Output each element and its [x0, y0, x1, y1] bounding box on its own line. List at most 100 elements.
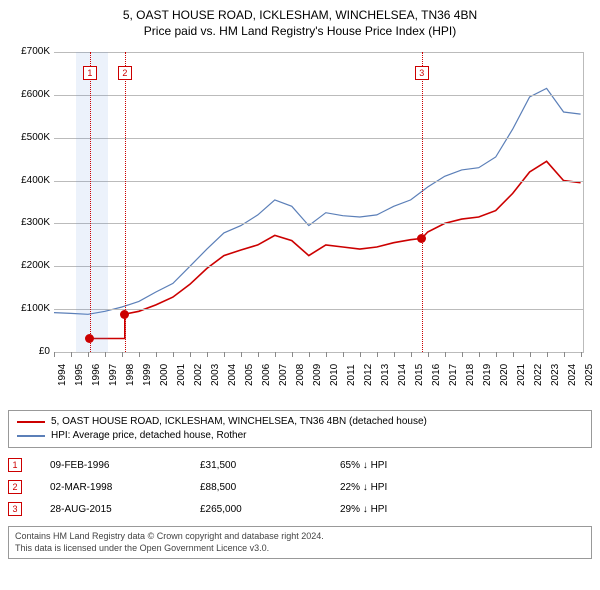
sale-marker-vline [125, 52, 126, 352]
sales-row-price: £88,500 [200, 482, 340, 493]
x-tick-mark [428, 352, 429, 357]
sale-marker-box: 2 [118, 66, 132, 80]
legend-label: 5, OAST HOUSE ROAD, ICKLESHAM, WINCHELSE… [51, 415, 427, 429]
x-tick-label: 2014 [397, 364, 408, 386]
x-tick-label: 1998 [125, 364, 136, 386]
y-gridline [54, 266, 584, 267]
legend-item: HPI: Average price, detached house, Roth… [17, 429, 583, 443]
attribution-line1: Contains HM Land Registry data © Crown c… [15, 531, 585, 543]
x-tick-mark [377, 352, 378, 357]
x-tick-label: 2024 [567, 364, 578, 386]
x-tick-mark [139, 352, 140, 357]
x-tick-label: 2021 [516, 364, 527, 386]
sales-row-marker: 1 [8, 458, 22, 472]
x-tick-mark [275, 352, 276, 357]
legend: 5, OAST HOUSE ROAD, ICKLESHAM, WINCHELSE… [8, 410, 592, 448]
legend-item: 5, OAST HOUSE ROAD, ICKLESHAM, WINCHELSE… [17, 415, 583, 429]
x-tick-mark [360, 352, 361, 357]
x-tick-mark [581, 352, 582, 357]
y-tick-label: £700K [8, 46, 50, 57]
x-tick-mark [258, 352, 259, 357]
y-gridline [54, 138, 584, 139]
x-tick-mark [326, 352, 327, 357]
x-tick-mark [105, 352, 106, 357]
x-tick-label: 1997 [108, 364, 119, 386]
y-tick-label: £600K [8, 89, 50, 100]
x-tick-mark [411, 352, 412, 357]
x-tick-label: 2019 [482, 364, 493, 386]
x-tick-label: 2002 [193, 364, 204, 386]
attribution: Contains HM Land Registry data © Crown c… [8, 526, 592, 559]
sales-row-date: 02-MAR-1998 [50, 482, 200, 493]
sales-row-price: £265,000 [200, 504, 340, 515]
sales-row-diff: 22% ↓ HPI [340, 482, 387, 493]
series-hpi [54, 88, 581, 314]
sale-marker-box: 1 [83, 66, 97, 80]
x-tick-label: 2006 [261, 364, 272, 386]
x-tick-mark [564, 352, 565, 357]
sales-row-diff: 29% ↓ HPI [340, 504, 387, 515]
y-gridline [54, 223, 584, 224]
x-tick-mark [496, 352, 497, 357]
sales-row-marker: 2 [8, 480, 22, 494]
legend-swatch [17, 421, 45, 423]
x-tick-label: 2016 [431, 364, 442, 386]
sales-row-date: 09-FEB-1996 [50, 460, 200, 471]
y-tick-label: £500K [8, 132, 50, 143]
x-tick-mark [241, 352, 242, 357]
sales-row-diff: 65% ↓ HPI [340, 460, 387, 471]
x-tick-mark [88, 352, 89, 357]
y-gridline [54, 181, 584, 182]
y-tick-label: £400K [8, 175, 50, 186]
sales-table: 1 09-FEB-1996£31,50065% ↓ HPI 2 02-MAR-1998… [8, 454, 592, 520]
attribution-line2: This data is licensed under the Open Gov… [15, 543, 585, 555]
chart-area: £0£100K£200K£300K£400K£500K£600K£700K199… [8, 46, 592, 406]
x-tick-label: 2008 [295, 364, 306, 386]
series-property [90, 161, 581, 338]
x-tick-mark [173, 352, 174, 357]
x-tick-mark [343, 352, 344, 357]
x-tick-mark [445, 352, 446, 357]
chart-title-line1: 5, OAST HOUSE ROAD, ICKLESHAM, WINCHELSE… [8, 8, 592, 22]
sale-marker-box: 3 [415, 66, 429, 80]
x-tick-label: 2013 [380, 364, 391, 386]
y-tick-label: £200K [8, 260, 50, 271]
x-tick-mark [479, 352, 480, 357]
y-tick-label: £0 [8, 346, 50, 357]
x-tick-label: 2003 [210, 364, 221, 386]
y-gridline [54, 309, 584, 310]
sales-row-date: 28-AUG-2015 [50, 504, 200, 515]
x-tick-mark [190, 352, 191, 357]
x-tick-label: 2020 [499, 364, 510, 386]
sales-row: 1 09-FEB-1996£31,50065% ↓ HPI [8, 454, 592, 476]
x-tick-mark [309, 352, 310, 357]
sales-row: 3 28-AUG-2015£265,00029% ↓ HPI [8, 498, 592, 520]
x-tick-label: 2015 [414, 364, 425, 386]
sales-row-price: £31,500 [200, 460, 340, 471]
x-tick-mark [54, 352, 55, 357]
sale-marker-vline [90, 52, 91, 352]
x-tick-mark [513, 352, 514, 357]
y-gridline [54, 95, 584, 96]
x-tick-mark [547, 352, 548, 357]
legend-swatch [17, 435, 45, 437]
x-tick-mark [156, 352, 157, 357]
x-tick-mark [207, 352, 208, 357]
x-tick-label: 2005 [244, 364, 255, 386]
x-tick-mark [530, 352, 531, 357]
sales-row: 2 02-MAR-1998£88,50022% ↓ HPI [8, 476, 592, 498]
x-tick-label: 2004 [227, 364, 238, 386]
y-tick-label: £300K [8, 217, 50, 228]
x-tick-label: 2023 [550, 364, 561, 386]
chart-title-line2: Price paid vs. HM Land Registry's House … [8, 24, 592, 38]
x-tick-label: 2009 [312, 364, 323, 386]
x-tick-label: 2001 [176, 364, 187, 386]
x-tick-label: 1995 [74, 364, 85, 386]
sale-marker-dot [120, 310, 129, 319]
y-gridline [54, 52, 584, 53]
x-tick-mark [122, 352, 123, 357]
x-tick-label: 2007 [278, 364, 289, 386]
sales-row-marker: 3 [8, 502, 22, 516]
x-tick-label: 2022 [533, 364, 544, 386]
x-tick-mark [292, 352, 293, 357]
